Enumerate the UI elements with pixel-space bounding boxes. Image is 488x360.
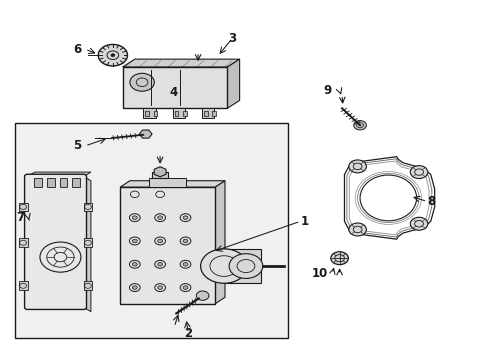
Circle shape <box>409 217 427 230</box>
FancyBboxPatch shape <box>120 187 215 304</box>
Circle shape <box>183 239 187 243</box>
Bar <box>152 172 167 178</box>
Text: 8: 8 <box>427 195 435 208</box>
Text: 10: 10 <box>311 267 327 280</box>
Circle shape <box>348 160 366 173</box>
Circle shape <box>353 121 366 130</box>
Bar <box>83 203 92 211</box>
Polygon shape <box>227 59 239 108</box>
Bar <box>122 67 227 108</box>
Text: 3: 3 <box>228 32 236 45</box>
Bar <box>172 108 184 118</box>
Circle shape <box>98 44 127 66</box>
Text: 2: 2 <box>184 327 192 340</box>
Polygon shape <box>122 59 239 67</box>
Circle shape <box>348 223 366 236</box>
Bar <box>174 111 178 116</box>
Text: 6: 6 <box>73 42 81 55</box>
Bar <box>83 282 92 290</box>
Circle shape <box>200 249 247 283</box>
Circle shape <box>183 216 187 220</box>
Bar <box>19 238 27 247</box>
Bar <box>149 178 185 187</box>
Circle shape <box>158 216 162 220</box>
FancyBboxPatch shape <box>24 174 86 310</box>
Circle shape <box>330 252 347 265</box>
Bar <box>34 178 42 187</box>
Text: 9: 9 <box>323 84 331 97</box>
Circle shape <box>132 262 137 266</box>
Circle shape <box>183 262 187 266</box>
Bar <box>15 123 288 338</box>
Circle shape <box>132 286 137 289</box>
Circle shape <box>130 73 154 91</box>
Bar <box>19 282 27 290</box>
Polygon shape <box>120 181 224 187</box>
Polygon shape <box>83 176 91 312</box>
Text: 5: 5 <box>73 139 81 152</box>
Circle shape <box>196 291 208 300</box>
Circle shape <box>158 286 162 289</box>
Circle shape <box>183 286 187 289</box>
Bar <box>47 178 55 187</box>
Text: 1: 1 <box>300 215 308 228</box>
Text: 7: 7 <box>16 211 24 224</box>
Circle shape <box>132 239 137 243</box>
Circle shape <box>409 166 427 179</box>
Bar <box>203 111 207 116</box>
Bar <box>19 203 27 211</box>
Bar <box>212 111 216 116</box>
Circle shape <box>158 262 162 266</box>
Polygon shape <box>27 172 91 176</box>
Bar <box>224 249 260 283</box>
Bar <box>72 178 80 187</box>
Polygon shape <box>215 181 224 304</box>
Circle shape <box>158 239 162 243</box>
Bar <box>60 178 67 187</box>
Circle shape <box>229 254 262 279</box>
Bar <box>143 108 155 118</box>
Bar <box>183 111 186 116</box>
Circle shape <box>132 216 137 220</box>
Bar <box>153 111 157 116</box>
Polygon shape <box>154 167 165 177</box>
Bar <box>83 238 92 247</box>
Circle shape <box>111 54 115 57</box>
Bar <box>145 111 149 116</box>
Polygon shape <box>139 130 152 138</box>
Text: 4: 4 <box>169 86 178 99</box>
Bar <box>202 108 214 118</box>
